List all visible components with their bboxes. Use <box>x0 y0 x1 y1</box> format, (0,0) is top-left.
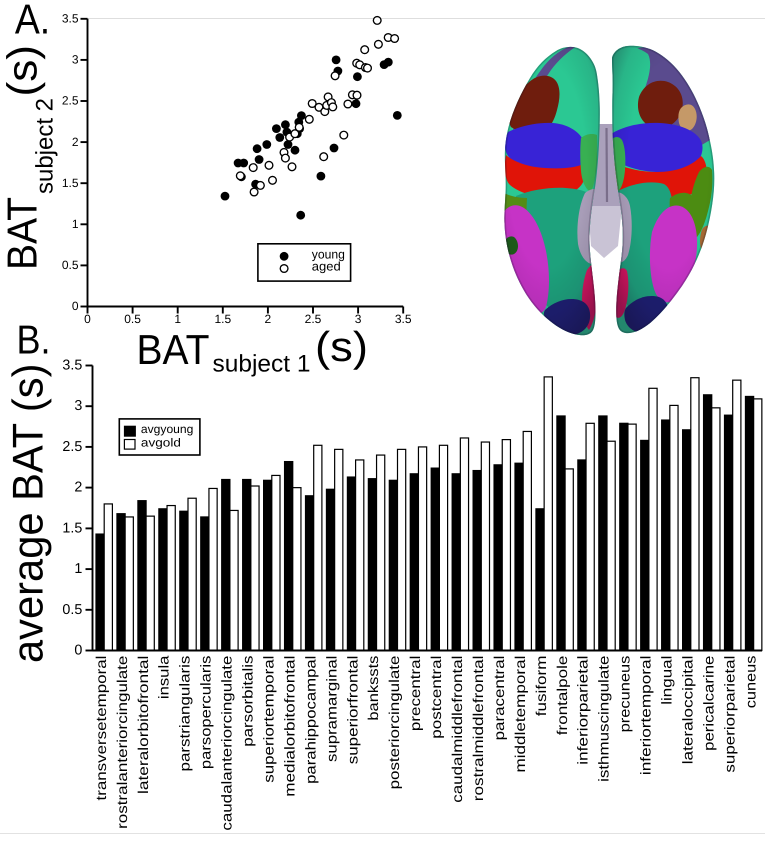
svg-text:insula: insula <box>157 656 173 700</box>
svg-text:0: 0 <box>84 312 91 326</box>
svg-text:1.5: 1.5 <box>62 176 79 190</box>
svg-text:subject 1: subject 1 <box>213 351 311 378</box>
svg-text:1.5: 1.5 <box>62 520 82 536</box>
svg-text:2.5: 2.5 <box>305 312 322 326</box>
svg-text:parstriangularis: parstriangularis <box>178 656 194 772</box>
svg-text:bankssts: bankssts <box>366 656 382 721</box>
svg-text:isthmuscingulate: isthmuscingulate <box>597 656 613 782</box>
svg-text:young: young <box>312 248 345 262</box>
svg-text:lingual: lingual <box>660 656 676 705</box>
svg-text:inferiortemporal: inferiortemporal <box>639 656 655 776</box>
svg-text:fusiform: fusiform <box>534 656 550 717</box>
svg-text:2: 2 <box>265 312 272 326</box>
svg-text:precentral: precentral <box>408 656 424 732</box>
svg-text:B.: B. <box>17 317 51 363</box>
svg-text:2.5: 2.5 <box>62 94 79 108</box>
svg-text:pericalcarine: pericalcarine <box>701 656 717 751</box>
svg-text:0.5: 0.5 <box>124 312 141 326</box>
svg-text:parahippocampal: parahippocampal <box>303 656 319 784</box>
svg-text:superiorfrontal: superiorfrontal <box>345 656 361 765</box>
svg-text:3.5: 3.5 <box>62 358 82 374</box>
svg-text:3: 3 <box>74 398 82 414</box>
svg-text:caudalanteriorcingulate: caudalanteriorcingulate <box>220 656 236 831</box>
svg-text:1.5: 1.5 <box>214 312 231 326</box>
svg-text:0: 0 <box>72 299 79 313</box>
svg-text:precuneus: precuneus <box>618 656 634 733</box>
svg-text:medialorbitofrontal: medialorbitofrontal <box>282 656 298 797</box>
svg-text:aged: aged <box>312 260 341 274</box>
svg-text:rostralanteriorcingulate: rostralanteriorcingulate <box>115 656 131 829</box>
svg-text:0: 0 <box>74 643 82 659</box>
svg-text:avgyoung: avgyoung <box>141 422 194 436</box>
svg-text:transversetemporal: transversetemporal <box>94 656 110 801</box>
svg-text:3.5: 3.5 <box>62 12 79 26</box>
svg-text:avgold: avgold <box>141 436 181 450</box>
svg-text:1: 1 <box>174 312 181 326</box>
svg-text:frontalpole: frontalpole <box>555 656 571 736</box>
svg-text:superiorparietal: superiorparietal <box>722 656 738 773</box>
svg-text:middletemporal: middletemporal <box>513 656 529 773</box>
svg-text:cuneus: cuneus <box>743 656 759 709</box>
svg-text:average BAT (s): average BAT (s) <box>5 364 53 664</box>
svg-text:inferiorparietal: inferiorparietal <box>576 656 592 765</box>
svg-text:0.5: 0.5 <box>62 258 79 272</box>
svg-text:3: 3 <box>355 312 362 326</box>
svg-text:posteriorcingulate: posteriorcingulate <box>387 656 403 790</box>
svg-text:1: 1 <box>74 561 82 577</box>
svg-text:(s): (s) <box>315 323 368 370</box>
svg-text:lateraloccipital: lateraloccipital <box>680 656 696 765</box>
svg-text:subject 2: subject 2 <box>31 98 58 194</box>
svg-text:0.5: 0.5 <box>62 602 82 618</box>
svg-text:superiortemporal: superiortemporal <box>261 656 277 783</box>
svg-text:BAT: BAT <box>137 326 210 373</box>
svg-text:postcentral: postcentral <box>429 656 445 739</box>
svg-text:1: 1 <box>72 217 79 231</box>
svg-text:BAT: BAT <box>0 197 46 270</box>
svg-text:2: 2 <box>72 135 79 149</box>
svg-text:supramarginal: supramarginal <box>324 656 340 762</box>
svg-text:3.5: 3.5 <box>395 312 412 326</box>
svg-text:2: 2 <box>74 480 82 496</box>
svg-text:parsorbitalis: parsorbitalis <box>241 656 257 747</box>
svg-text:rostralmiddlefrontal: rostralmiddlefrontal <box>471 656 487 802</box>
svg-text:paracentral: paracentral <box>492 656 508 741</box>
svg-text:A.: A. <box>15 0 50 43</box>
svg-text:(s): (s) <box>0 45 46 97</box>
svg-text:caudalmiddlefrontal: caudalmiddlefrontal <box>450 656 466 803</box>
svg-text:2.5: 2.5 <box>62 439 82 455</box>
svg-text:parsopercularis: parsopercularis <box>199 656 215 770</box>
svg-text:lateralorbitofrontal: lateralorbitofrontal <box>136 656 152 794</box>
svg-text:3: 3 <box>72 53 79 67</box>
